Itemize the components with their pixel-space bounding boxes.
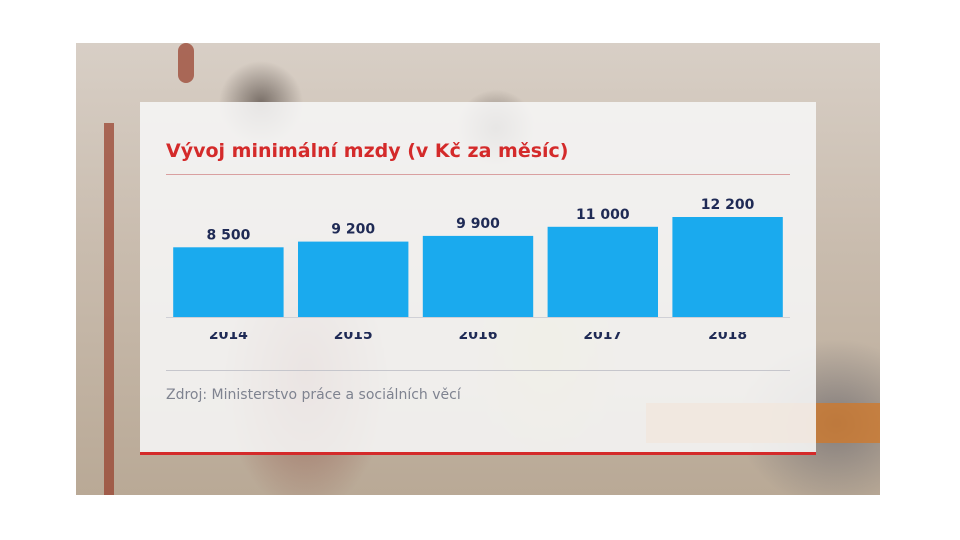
value-label-2016: 9 900 [456,216,500,232]
source-note: Zdroj: Ministerstvo práce a sociálních v… [166,387,461,403]
source-divider [166,370,790,371]
background-pipe [104,123,114,495]
value-label-2014: 8 500 [206,227,250,243]
bar-2017 [547,226,658,317]
bar-chart-svg: 8 500 9 200 9 900 11 000 12 200 [166,197,790,318]
value-label-2015: 9 200 [331,222,375,238]
title-divider [166,174,790,175]
x-tick-label-2014: 2014 [209,332,248,343]
value-label-2017: 11 000 [576,207,630,223]
bar-2014 [173,247,284,317]
x-tick-label-2015: 2015 [334,332,373,343]
bar-chart: 8 500 9 200 9 900 11 000 12 200 2014 2015 2016… [166,192,790,343]
x-tick-label-2017: 2017 [583,332,622,343]
x-tick-label-2018: 2018 [708,332,747,343]
x-axis-labels: 2014 2015 2016 2017 2018 [209,332,747,343]
chart-title: Vývoj minimální mzdy (v Kč za měsíc) [166,140,569,162]
chart-panel: Vývoj minimální mzdy (v Kč za měsíc) 8 5… [140,102,816,455]
x-tick-label-2016: 2016 [459,332,498,343]
background-pipe-top [178,43,194,83]
bar-2018 [672,217,783,317]
bar-2015 [298,241,409,317]
bar-2016 [422,235,534,317]
value-label-2018: 12 200 [701,197,755,213]
